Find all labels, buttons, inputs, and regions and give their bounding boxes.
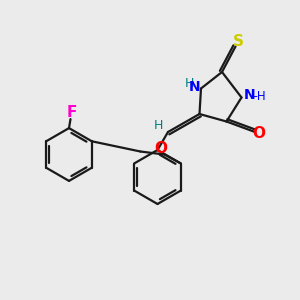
- Text: H: H: [185, 76, 194, 90]
- Text: O: O: [252, 126, 265, 141]
- Text: O: O: [154, 141, 167, 156]
- Text: N: N: [189, 80, 201, 94]
- Text: F: F: [66, 105, 76, 120]
- Text: S: S: [232, 34, 243, 50]
- Text: –H: –H: [252, 90, 266, 103]
- Text: N: N: [244, 88, 255, 102]
- Text: H: H: [154, 119, 163, 132]
